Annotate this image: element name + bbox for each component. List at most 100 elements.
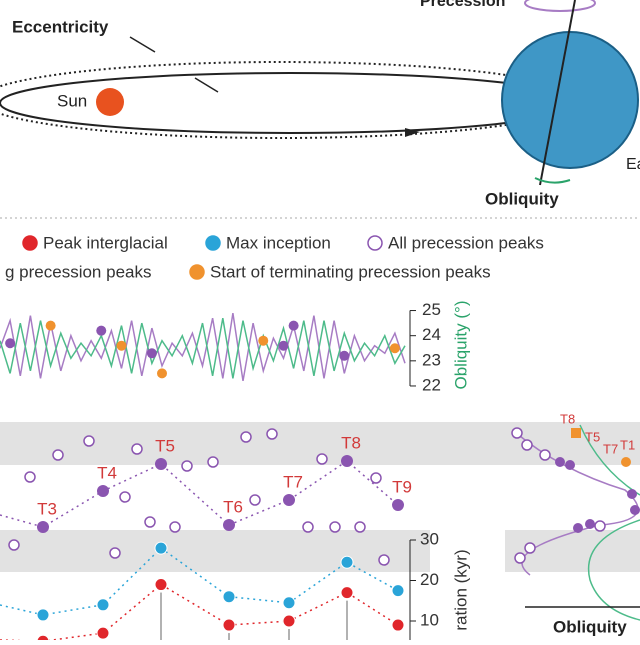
termination-label: T7	[283, 472, 303, 491]
termination-point	[97, 485, 109, 497]
marker	[169, 521, 181, 533]
label: Sun	[57, 91, 87, 110]
termination-label: T6	[223, 497, 243, 516]
pointer	[194, 77, 219, 93]
y-tick-label: 20	[420, 570, 439, 589]
point	[391, 584, 405, 598]
y-tick-label: 10	[420, 610, 439, 629]
legend-label: All precession peaks	[388, 233, 544, 252]
point	[96, 626, 110, 640]
termination-label: T8	[341, 433, 361, 452]
point	[391, 618, 405, 632]
point	[36, 608, 50, 622]
point	[340, 555, 354, 569]
legend-label: Max inception	[226, 233, 331, 252]
marker	[83, 435, 95, 447]
y-tick-label: 22	[422, 375, 441, 394]
marker	[144, 516, 156, 528]
marker	[207, 456, 219, 468]
point	[36, 634, 50, 645]
marker	[329, 521, 341, 533]
point	[154, 578, 168, 592]
marker	[249, 494, 261, 506]
profile	[511, 424, 640, 621]
termination-label: T9	[392, 477, 412, 496]
legend-label: Start of terminating precession peaks	[210, 262, 491, 281]
termination-label: T5	[155, 436, 175, 455]
legend: Peak interglacial Max inception All preces…	[5, 233, 544, 281]
marker	[370, 472, 382, 484]
marker	[627, 489, 637, 499]
point	[278, 340, 289, 351]
sun	[96, 88, 124, 116]
point	[157, 368, 167, 379]
point	[282, 614, 296, 628]
precession-ring	[524, 0, 596, 12]
point	[222, 590, 236, 604]
termination-point	[283, 494, 295, 506]
marker	[109, 547, 121, 559]
termination-point	[155, 458, 167, 470]
point	[282, 596, 296, 610]
marker	[354, 521, 366, 533]
marker	[52, 449, 64, 461]
marker	[240, 431, 252, 443]
y-tick-label: 30	[420, 529, 439, 548]
marker	[594, 520, 606, 532]
marker	[555, 457, 565, 467]
marker	[511, 427, 523, 439]
point	[222, 618, 236, 632]
marker	[585, 519, 595, 529]
marker	[571, 428, 581, 438]
earth	[501, 31, 639, 169]
point	[116, 340, 127, 351]
termination-point	[392, 499, 404, 511]
label: Obliquity	[485, 189, 559, 208]
point	[288, 320, 299, 331]
point	[146, 348, 157, 359]
point	[45, 320, 56, 331]
marker	[302, 521, 314, 533]
x-axis-label: Obliquity	[553, 617, 627, 636]
legend-marker	[189, 264, 205, 280]
y-tick-label: 25	[422, 300, 441, 319]
termination-point	[223, 519, 235, 531]
axis	[539, 0, 576, 186]
series-line	[0, 317, 406, 379]
y-axis-label: ration (kyr)	[451, 549, 470, 630]
marker	[24, 471, 36, 483]
profile-label: T5	[585, 429, 600, 444]
point	[389, 343, 400, 354]
point	[339, 350, 350, 361]
label: Precession	[420, 0, 505, 10]
profile-label: T7	[603, 441, 618, 456]
point	[5, 338, 16, 349]
pointer	[129, 36, 156, 53]
marker	[621, 457, 631, 467]
termination-label: T3	[37, 499, 57, 518]
termination-point	[37, 521, 49, 533]
arrow	[405, 128, 420, 137]
point	[340, 586, 354, 600]
legend-label: Peak interglacial	[43, 233, 168, 252]
marker	[8, 539, 20, 551]
orbit: Eccentricity Sun Precession Obliquity Ea	[0, 0, 640, 208]
legend-marker	[367, 235, 383, 251]
profile-label: T8	[560, 411, 575, 426]
termination-point	[341, 455, 353, 467]
marker	[378, 554, 390, 566]
series-line	[0, 583, 399, 643]
y-axis-label: Obliquity (°)	[451, 301, 470, 390]
series-line	[0, 312, 406, 382]
marker	[266, 428, 278, 440]
y-tick-label: 24	[422, 325, 441, 344]
legend-marker	[22, 235, 38, 251]
obliquity-arc	[534, 177, 571, 184]
termination-line	[0, 460, 399, 528]
marker	[524, 542, 536, 554]
label: Eccentricity	[12, 17, 109, 36]
marker	[630, 505, 640, 515]
marker	[539, 449, 551, 461]
marker	[119, 491, 131, 503]
